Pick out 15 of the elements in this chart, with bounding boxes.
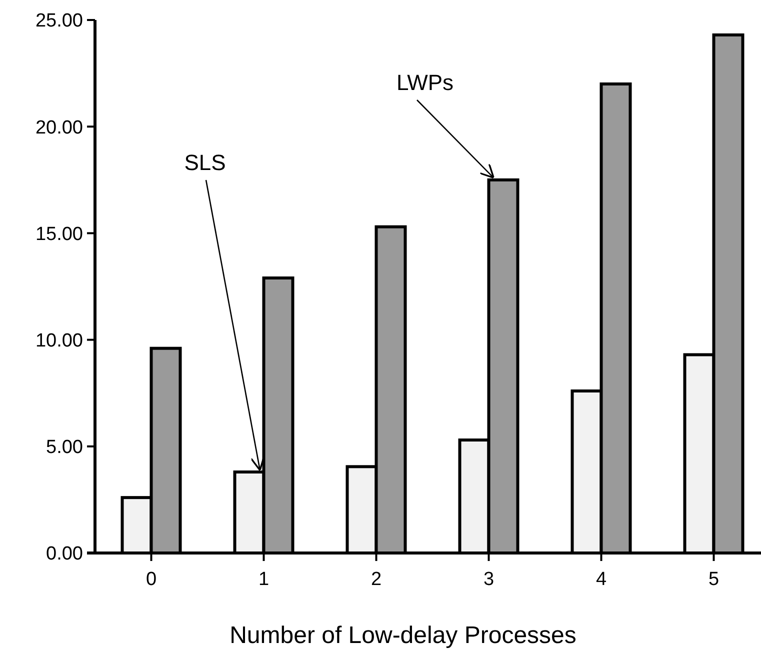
x-tick-label: 1 — [258, 569, 270, 590]
x-tick-label: 3 — [483, 569, 494, 590]
text: SLS — [184, 150, 226, 175]
x-tick-label: 2 — [370, 569, 382, 590]
y-tick-label: 15.00 — [35, 224, 83, 245]
x-tick-label: 0 — [146, 569, 157, 590]
y-tick-label: 5.00 — [46, 437, 83, 458]
x-axis-title: Number of Low-delay Processes — [230, 622, 576, 649]
y-tick-label: 10.00 — [35, 330, 83, 352]
text: LWPs — [396, 70, 454, 95]
x-tick-label: 4 — [596, 569, 607, 590]
y-tick-label: 0.00 — [46, 544, 83, 565]
y-tick-label: 20.00 — [35, 117, 83, 138]
x-tick-label: 5 — [708, 569, 720, 590]
y-tick-label: 25.00 — [35, 10, 83, 32]
